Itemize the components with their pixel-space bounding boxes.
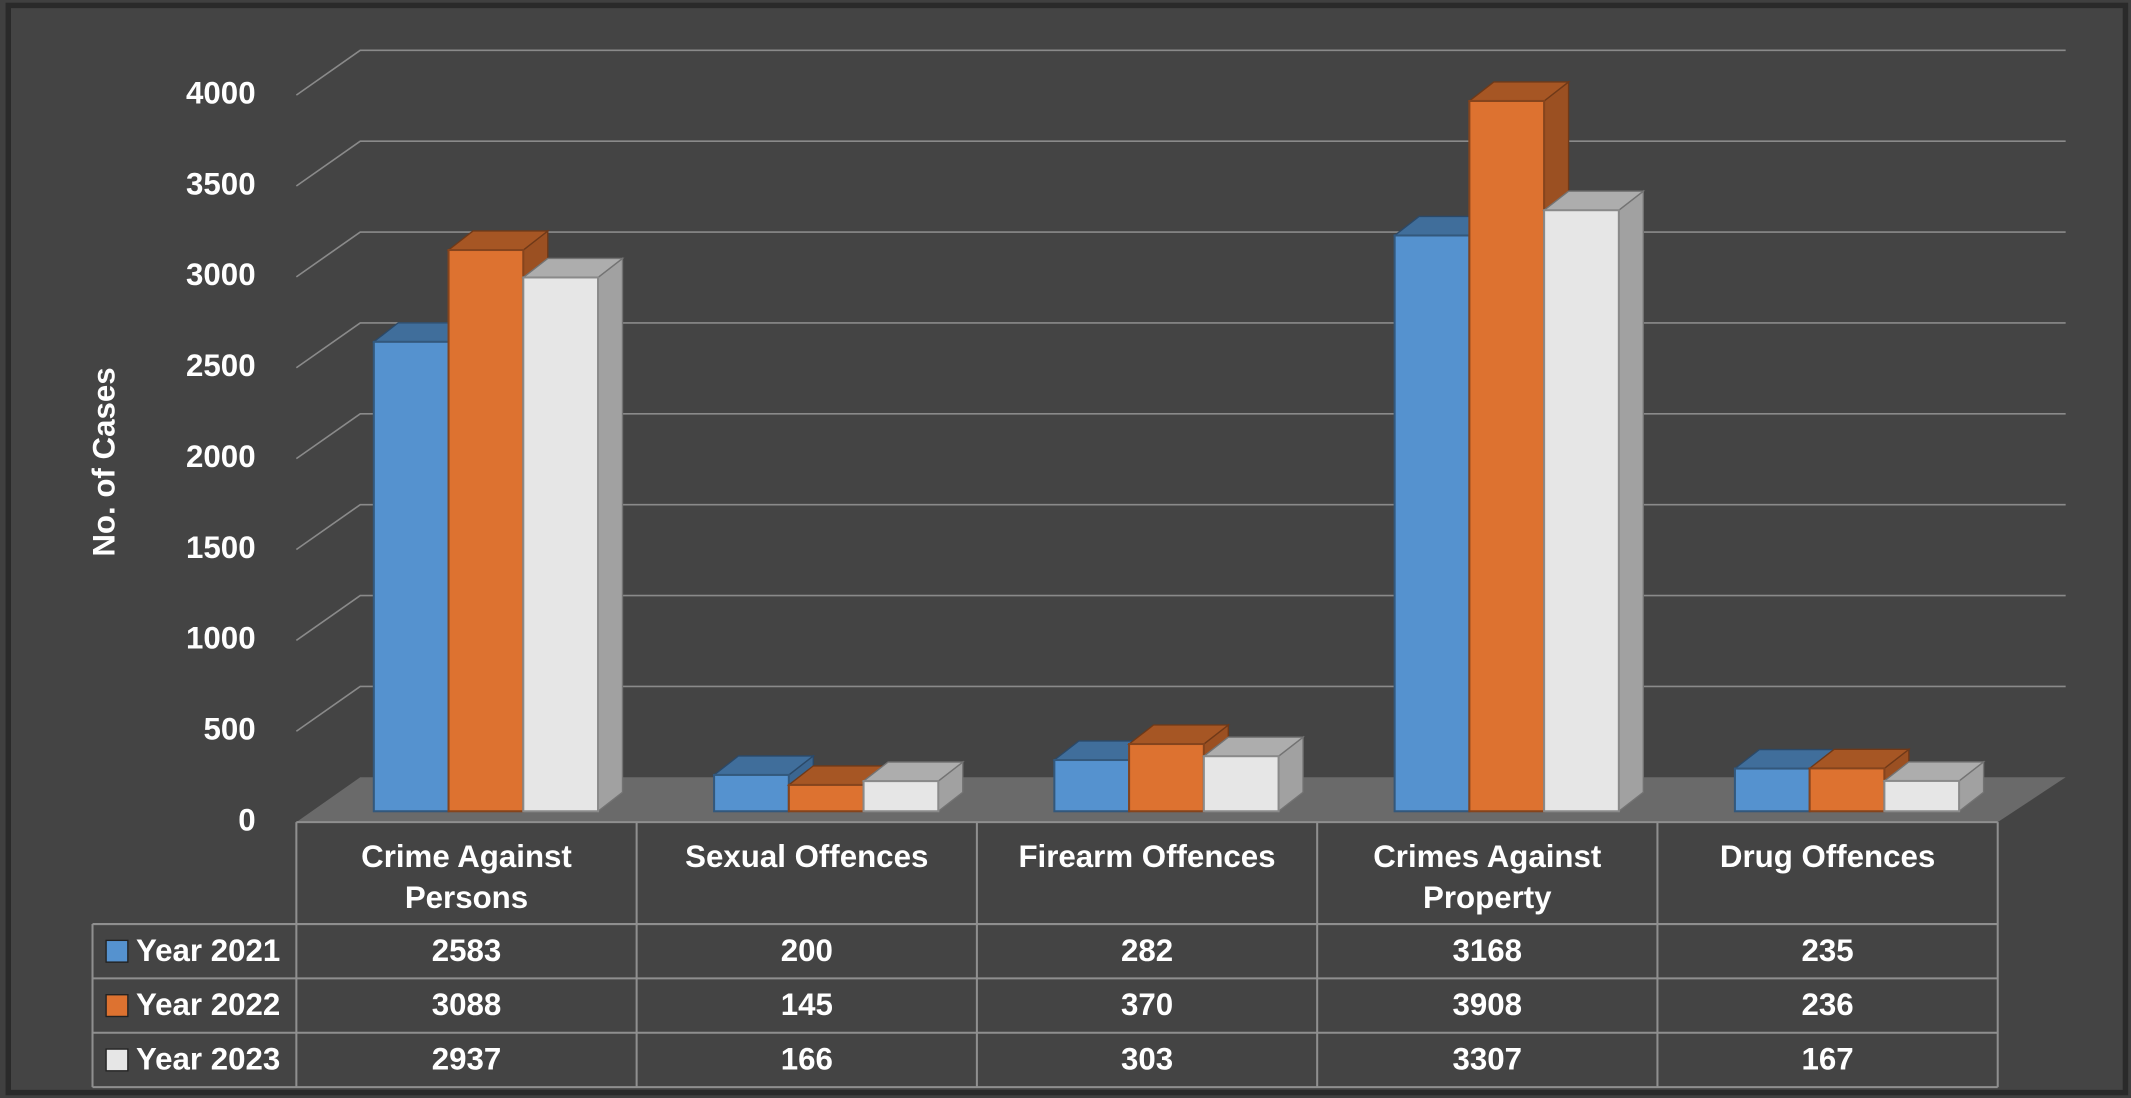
legend-label: Year 2021 xyxy=(136,933,280,968)
y-tick-label: 2500 xyxy=(186,348,256,383)
table-value: 303 xyxy=(1121,1042,1173,1077)
bar-front xyxy=(1128,743,1205,813)
y-tick-label: 0 xyxy=(238,802,255,837)
legend-swatch xyxy=(105,1048,129,1072)
y-tick-label: 4000 xyxy=(186,75,256,110)
table-value: 3168 xyxy=(1453,933,1523,968)
x-tick-label: Crimes Against Property xyxy=(1373,838,1602,915)
bar-front xyxy=(447,248,525,813)
x-tick-label: Drug Offences xyxy=(1719,838,1936,874)
bar-front xyxy=(713,773,790,813)
bar-front xyxy=(1053,758,1131,813)
y-tick-label: 3500 xyxy=(186,166,256,201)
legend-label: Year 2022 xyxy=(136,987,280,1022)
bar xyxy=(1882,760,1986,813)
bar-side xyxy=(597,257,624,813)
bar-front xyxy=(1808,767,1886,813)
bar xyxy=(1542,189,1646,813)
legend-label: Year 2023 xyxy=(136,1042,280,1077)
category-cell: Sexual Offences xyxy=(685,838,929,874)
table-value: 2583 xyxy=(432,933,502,968)
bar-front xyxy=(787,783,865,813)
bar-front xyxy=(522,276,600,813)
table-value: 2937 xyxy=(432,1042,502,1077)
y-axis-label: No. of Cases xyxy=(86,367,121,556)
x-tick-label: Firearm Offences xyxy=(1018,838,1276,874)
bar-front xyxy=(1468,99,1546,813)
table-value: 370 xyxy=(1121,987,1173,1022)
bar-side xyxy=(1618,189,1644,813)
table-value: 200 xyxy=(781,933,833,968)
x-tick-label: Sexual Offences xyxy=(685,838,929,874)
legend-swatch xyxy=(105,994,129,1018)
table-value: 3088 xyxy=(432,987,502,1022)
bar-front xyxy=(1733,767,1811,813)
bar-front xyxy=(1202,755,1280,813)
bar-front xyxy=(862,780,940,813)
bar xyxy=(861,760,965,813)
category-cell: Crime Against Persons xyxy=(361,838,572,915)
y-tick-label: 1000 xyxy=(186,621,256,656)
table-value: 3307 xyxy=(1453,1042,1523,1077)
table-value: 235 xyxy=(1802,933,1854,968)
legend-swatch xyxy=(105,939,129,963)
bar-front xyxy=(1543,209,1620,813)
table-value: 236 xyxy=(1802,987,1854,1022)
category-cell: Firearm Offences xyxy=(1018,838,1276,874)
table-value: 167 xyxy=(1802,1042,1854,1077)
table-value: 282 xyxy=(1121,933,1173,968)
bar-front xyxy=(372,340,450,813)
bar xyxy=(521,257,625,813)
category-cell: Crimes Against Property xyxy=(1373,838,1602,915)
x-tick-label: Crime Against Persons xyxy=(361,838,572,915)
table-value: 3908 xyxy=(1453,987,1523,1022)
bar xyxy=(1201,735,1306,813)
table-value: 145 xyxy=(781,987,833,1022)
y-tick-label: 2000 xyxy=(186,439,256,474)
y-tick-label: 1500 xyxy=(186,530,256,565)
table-value: 166 xyxy=(781,1042,833,1077)
y-tick-label: 3000 xyxy=(186,257,256,292)
chart-frame xyxy=(5,2,2129,1096)
bar-front xyxy=(1393,234,1471,813)
y-tick-label: 500 xyxy=(203,712,255,747)
bar-front xyxy=(1883,779,1961,813)
category-cell: Drug Offences xyxy=(1719,838,1936,874)
grid-line xyxy=(295,49,2066,96)
